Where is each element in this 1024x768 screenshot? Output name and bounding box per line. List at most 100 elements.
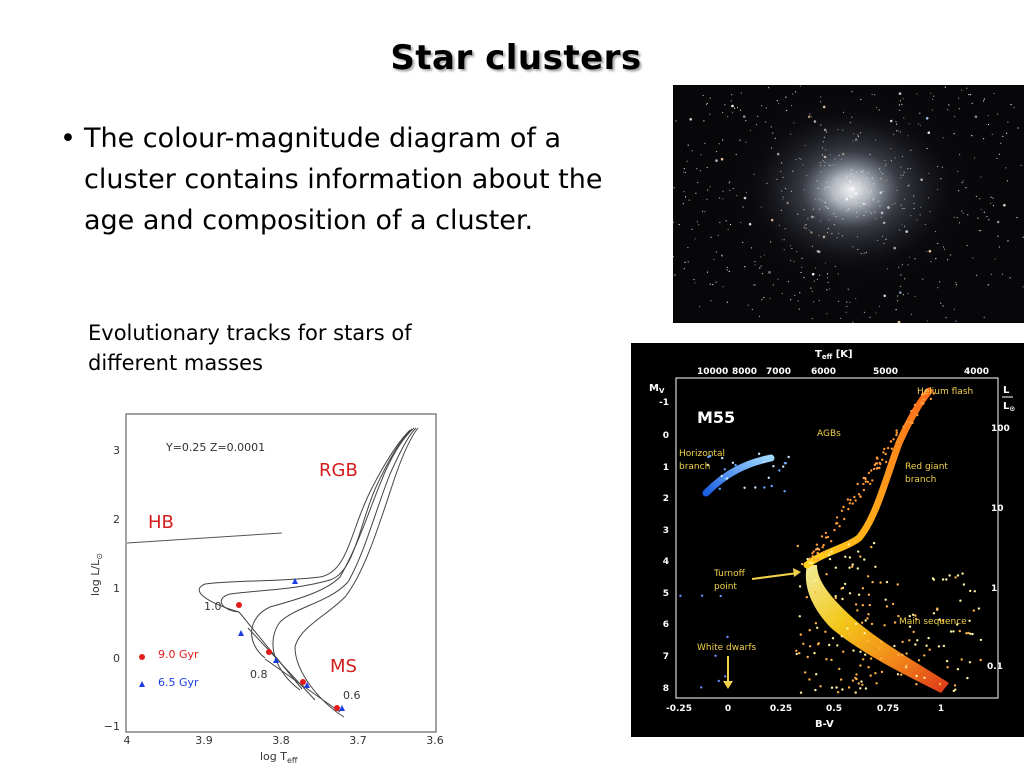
star-point	[684, 171, 686, 174]
cmd-star-point	[911, 613, 915, 616]
cmd-star-point	[956, 574, 960, 577]
cmd-star-point	[847, 507, 850, 511]
evolutionary-tracks	[198, 427, 419, 718]
star-point	[969, 94, 971, 96]
star-point	[683, 190, 685, 193]
cmd-star-point	[726, 635, 729, 639]
star-point	[696, 221, 698, 223]
left-tick-label: -1	[659, 398, 669, 408]
star-point	[926, 320, 928, 322]
cmd-star-point	[700, 686, 703, 689]
cmd-star-point	[830, 686, 834, 689]
cmd-star-point	[871, 580, 874, 584]
cmd-star-point	[824, 630, 827, 633]
cmd-star-point	[968, 619, 971, 622]
cmd-star-point	[893, 644, 896, 648]
cmd-star-point	[893, 621, 897, 624]
x-tick-label: 3.6	[426, 734, 444, 747]
cmd-star-point	[840, 509, 844, 512]
star-point	[974, 115, 978, 118]
cmd-star-point	[866, 617, 869, 620]
star-point	[710, 300, 712, 302]
star-point	[945, 317, 947, 319]
cmd-star-point	[855, 673, 858, 676]
star-point	[940, 302, 942, 304]
cmd-star-point	[883, 447, 886, 451]
cmd-star-point	[864, 653, 867, 656]
left-axis-label: MV	[649, 383, 665, 395]
cmd-star-point	[836, 691, 840, 694]
cmd-star-point	[884, 460, 888, 464]
star-point	[687, 144, 689, 146]
star-point	[687, 247, 689, 249]
cmd-star-point	[908, 639, 911, 642]
cmd-star-point	[925, 389, 928, 392]
star-point	[686, 160, 688, 162]
cmd-star-point	[822, 543, 825, 547]
cmd-star-point	[836, 547, 840, 550]
cmd-star-point	[843, 582, 847, 586]
cmd-star-point	[839, 678, 843, 681]
cmd-star-point	[827, 553, 831, 556]
cmd-star-point	[941, 578, 945, 581]
left-tick-label: 6	[663, 620, 669, 630]
cmd-star-point	[838, 525, 841, 528]
cmd-star-point	[870, 622, 874, 626]
age-marker-blue	[273, 657, 279, 663]
star-point	[983, 98, 985, 100]
cmd-star-point	[813, 651, 816, 655]
cmd-star-point	[954, 688, 957, 691]
x-axis-label: log Teff	[260, 750, 298, 765]
cmd-star-point	[931, 577, 935, 580]
star-point	[726, 266, 728, 268]
cmd-star-point	[831, 637, 835, 640]
cmd-star-point	[913, 403, 917, 407]
star-point	[1013, 106, 1015, 109]
cmd-star-point	[731, 461, 735, 464]
star-point	[730, 100, 732, 102]
turnoff-arrow	[751, 572, 799, 580]
cmd-star-point	[886, 446, 890, 450]
cmd-star-point	[916, 413, 919, 417]
cmd-star-point	[878, 466, 881, 470]
right-tick-label: 100	[991, 424, 1010, 434]
cmd-star-point	[763, 460, 766, 464]
x-tick-label: 3.9	[195, 734, 213, 747]
legend-marker-red	[139, 654, 145, 660]
cmd-star-point	[835, 522, 838, 525]
cmd-star-point	[880, 670, 884, 674]
cmd-star-point	[870, 545, 873, 549]
cmd-star-point	[828, 643, 831, 647]
star-point	[1016, 216, 1018, 219]
cmd-star-point	[840, 635, 843, 638]
cmd-star-point	[938, 682, 942, 686]
star-point	[983, 138, 985, 140]
cmd-star-point	[859, 650, 862, 653]
cmd-star-point	[843, 517, 846, 521]
cmd-star-point	[937, 645, 941, 648]
right-tick-label: 10	[991, 504, 1004, 514]
model-markers	[236, 578, 345, 711]
top-tick-label: 10000	[697, 367, 728, 377]
y-tick-label: 3	[113, 444, 120, 457]
cmd-star-point	[859, 495, 862, 498]
cmd-star-point	[857, 682, 860, 685]
star-point	[910, 313, 912, 315]
cmd-star-point	[848, 556, 852, 559]
star-point	[673, 221, 675, 223]
cmd-star-point	[808, 678, 811, 681]
cmd-star-point	[848, 502, 851, 505]
cmd-star-point	[833, 623, 836, 626]
cmd-star-point	[872, 467, 876, 471]
cmd-star-point	[932, 612, 936, 615]
cmd-frame	[675, 377, 999, 699]
cmd-star-point	[856, 609, 859, 612]
cmd-star-point	[834, 595, 837, 598]
y-tick-label: 2	[113, 513, 120, 526]
cmd-star-point	[723, 468, 726, 471]
star-point	[798, 308, 800, 310]
cmd-star-point	[867, 639, 870, 642]
cmd-star-point	[847, 686, 851, 689]
right-axis-label-top: L	[1003, 385, 1010, 396]
star-point	[971, 102, 973, 104]
